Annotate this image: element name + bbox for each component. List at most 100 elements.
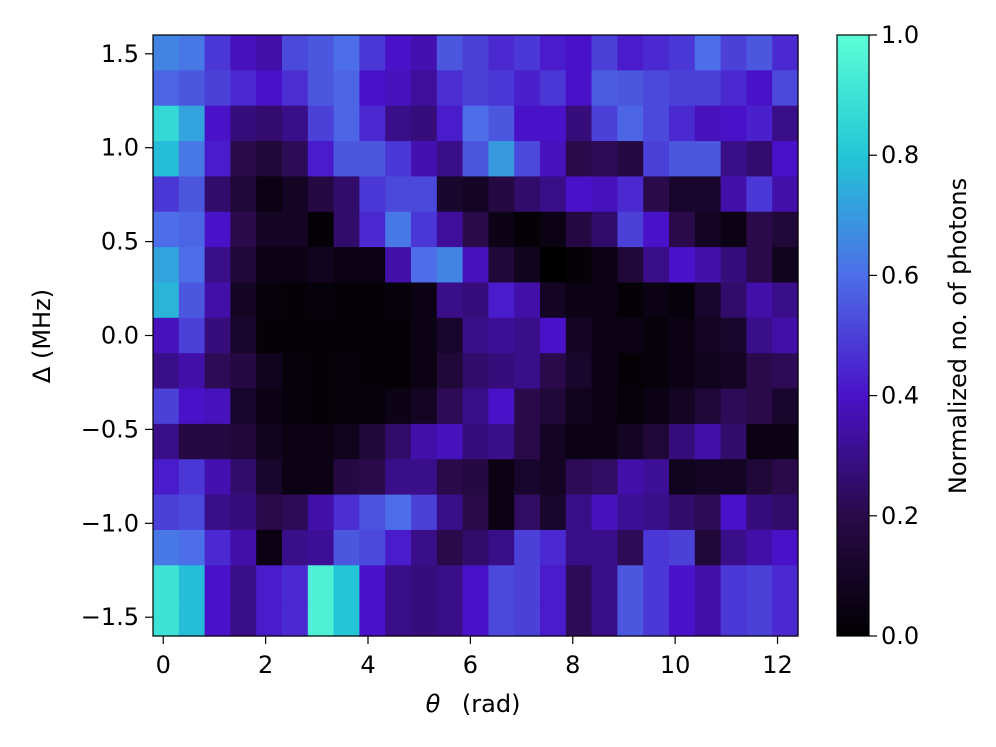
colorbar (836, 34, 870, 637)
heatmap-cell (385, 211, 412, 248)
heatmap-cell (436, 529, 464, 566)
heatmap-cell (178, 353, 206, 390)
heatmap-cell (643, 247, 670, 284)
heatmap-cell (591, 388, 618, 425)
heatmap-cell (178, 459, 206, 496)
heatmap-cell (694, 211, 722, 248)
heatmap-cell (153, 459, 180, 496)
heatmap-cell (591, 70, 618, 107)
heatmap-cell (540, 105, 567, 142)
x-axis-unit: (rad) (462, 690, 521, 718)
heatmap-cell (230, 529, 257, 566)
heatmap-cell (488, 176, 515, 213)
heatmap-cell (772, 211, 799, 248)
heatmap-cell (540, 565, 567, 602)
heatmap-cell (488, 70, 515, 107)
heatmap-cell (462, 529, 489, 566)
heatmap-cell (540, 494, 567, 531)
heatmap-cell (720, 35, 747, 71)
heatmap-cell (359, 600, 386, 637)
heatmap-cell (514, 317, 541, 354)
heatmap-cell (746, 565, 773, 602)
heatmap-cell (514, 459, 541, 496)
heatmap-cell (282, 141, 309, 178)
heatmap-cell (772, 317, 799, 354)
heatmap-cell (359, 176, 386, 213)
colorbar-label: Normalized no. of photons (944, 178, 972, 494)
heatmap-cell (772, 388, 799, 425)
x-axis-ticks: 0 2 4 6 8 10 12 (156, 636, 793, 679)
heatmap-cell (565, 423, 593, 460)
heatmap-cell (746, 70, 773, 107)
heatmap-cell (643, 105, 670, 142)
x-tick-label: 8 (565, 651, 580, 679)
heatmap-cell (230, 423, 257, 460)
heatmap-cell (333, 105, 360, 142)
heatmap-cell (307, 494, 335, 531)
heatmap-cell (204, 459, 231, 496)
colorbar-tick-label: 0.0 (881, 622, 919, 650)
heatmap-cell (411, 105, 438, 142)
heatmap-cell (153, 282, 180, 319)
heatmap-cell (204, 282, 231, 319)
heatmap-cell (282, 565, 309, 602)
heatmap-cell (178, 247, 206, 284)
heatmap-cell (643, 353, 670, 390)
heatmap-cell (746, 423, 773, 460)
heatmap-cell (591, 247, 618, 284)
heatmap-cell (462, 353, 489, 390)
x-tick-label: 12 (762, 651, 793, 679)
heatmap-cell (204, 105, 231, 142)
heatmap-cell (643, 494, 670, 531)
heatmap-cell (565, 494, 593, 531)
y-axis-label: Δ (MHz) (28, 289, 56, 383)
heatmap-cell (230, 70, 257, 107)
heatmap-cell (540, 600, 567, 637)
heatmap-cell (694, 35, 722, 71)
heatmap-cell (153, 141, 180, 178)
heatmap-cell (591, 211, 618, 248)
heatmap-cell (204, 423, 231, 460)
heatmap-cell (282, 353, 309, 390)
heatmap-cell (669, 70, 696, 107)
heatmap-cell (694, 70, 722, 107)
y-tick-label: 0.0 (101, 322, 139, 350)
heatmap-cell (256, 565, 283, 602)
heatmap-cell (565, 459, 593, 496)
heatmap-cell (720, 105, 747, 142)
heatmap-cell (540, 211, 567, 248)
heatmap-cell (694, 459, 722, 496)
heatmap-cell (772, 423, 799, 460)
heatmap-cell (462, 176, 489, 213)
heatmap-cell (307, 105, 335, 142)
heatmap-cell (282, 388, 309, 425)
heatmap-cell (694, 247, 722, 284)
heatmap-cell (256, 353, 283, 390)
heatmap-cell (617, 529, 644, 566)
heatmap-cell (617, 141, 644, 178)
heatmap-cell (540, 282, 567, 319)
y-tick-label: −1.0 (81, 509, 139, 537)
heatmap-cell (307, 529, 335, 566)
heatmap-cell (359, 35, 386, 71)
heatmap-cell (514, 141, 541, 178)
heatmap-cell (772, 70, 799, 107)
x-tick-label: 2 (258, 651, 273, 679)
heatmap-cell (694, 282, 722, 319)
heatmap-cell (540, 388, 567, 425)
heatmap-cell (178, 176, 206, 213)
heatmap-cell (153, 317, 180, 354)
heatmap-cell (488, 317, 515, 354)
heatmap-cell (617, 35, 644, 71)
x-axis-label: θ (rad) (426, 690, 521, 718)
heatmap-cell (333, 35, 360, 71)
heatmap-cell (694, 176, 722, 213)
heatmap-cell (720, 353, 747, 390)
heatmap-cell (436, 176, 464, 213)
x-axis-symbol: θ (426, 690, 441, 718)
heatmap-cells (153, 35, 799, 637)
heatmap-cell (307, 317, 335, 354)
heatmap-cell (462, 494, 489, 531)
heatmap-cell (643, 176, 670, 213)
heatmap-cell (565, 176, 593, 213)
